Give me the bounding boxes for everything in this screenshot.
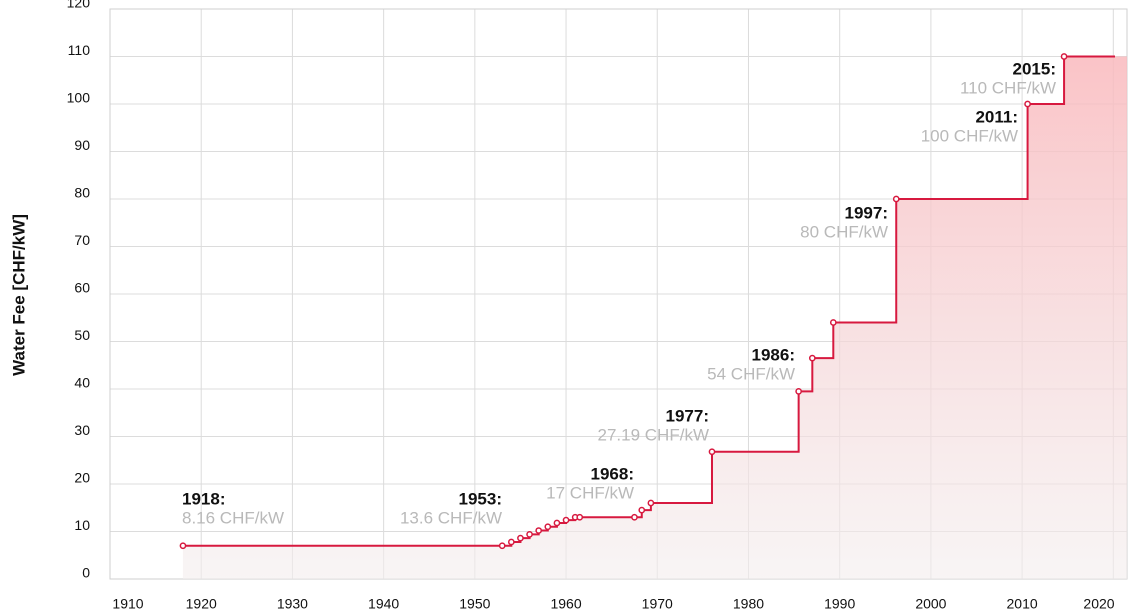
x-tick-label: 1940	[368, 596, 399, 612]
y-tick-label: 120	[67, 0, 91, 11]
point	[498, 542, 506, 550]
x-tick-label: 1970	[642, 596, 673, 612]
y-tick-label: 50	[74, 327, 90, 343]
x-tick-label: 1910	[112, 596, 143, 612]
annotation-label: 100 CHF/kW	[921, 126, 1018, 145]
y-axis-label: Water Fee [CHF/kW]	[9, 214, 28, 376]
point	[808, 354, 816, 362]
annotation-year: 1977:	[666, 406, 709, 425]
y-tick-label: 0	[82, 565, 90, 581]
y-tick-label: 30	[74, 422, 90, 438]
y-tick-label: 100	[67, 90, 91, 106]
point	[638, 506, 646, 514]
annotation-label: 27.19 CHF/kW	[598, 425, 709, 444]
y-tick-label: 70	[74, 232, 90, 248]
y-tick-label: 60	[74, 280, 90, 296]
annotation-year: 1997:	[845, 203, 888, 222]
annotation-label: 110 CHF/kW	[960, 78, 1056, 97]
annotation-label: 8.16 CHF/kW	[182, 508, 284, 527]
annotation-label: 17 CHF/kW	[546, 483, 634, 502]
annotation-year: 2015:	[1013, 59, 1056, 78]
point	[507, 538, 515, 546]
point	[553, 519, 561, 527]
point	[829, 319, 837, 326]
point	[576, 513, 584, 521]
x-tick-label: 1950	[459, 596, 490, 612]
point	[562, 516, 570, 524]
y-tick-label: 110	[68, 42, 91, 58]
annotation-year: 2011:	[975, 107, 1018, 126]
y-tick-label: 20	[74, 470, 90, 486]
annotation-year: 1953:	[459, 489, 502, 508]
x-tick-label: 1920	[186, 596, 217, 612]
annotation-year: 1918:	[182, 489, 225, 508]
point	[708, 448, 716, 456]
point	[179, 542, 187, 550]
x-tick-label: 1930	[277, 596, 308, 612]
area	[182, 56, 1127, 579]
y-tick-label: 80	[74, 185, 90, 201]
annotation-year: 1986:	[752, 345, 795, 364]
x-tick-label: 2020	[1083, 596, 1114, 612]
point	[631, 513, 638, 521]
y-tick-label: 40	[74, 375, 90, 391]
annotation-label: 13.6 CHF/kW	[400, 508, 502, 527]
y-tick-label: 10	[74, 517, 90, 533]
point	[1060, 53, 1068, 60]
point	[892, 195, 900, 203]
point	[647, 499, 655, 507]
y-tick-label: 90	[74, 137, 90, 153]
point	[517, 534, 524, 542]
annotation-label: 80 CHF/kW	[800, 222, 888, 241]
point	[795, 388, 802, 395]
x-tick-label: 2000	[915, 596, 946, 612]
point	[1024, 100, 1031, 108]
x-tick-label: 1990	[824, 596, 855, 612]
point	[535, 527, 543, 534]
point	[526, 531, 533, 538]
x-tick-label: 1980	[733, 596, 764, 612]
annotation-year: 1968:	[591, 464, 634, 483]
x-tick-label: 1960	[550, 596, 581, 612]
annotation-label: 54 CHF/kW	[707, 364, 795, 383]
x-tick-label: 2010	[1007, 596, 1038, 612]
point	[544, 523, 552, 531]
